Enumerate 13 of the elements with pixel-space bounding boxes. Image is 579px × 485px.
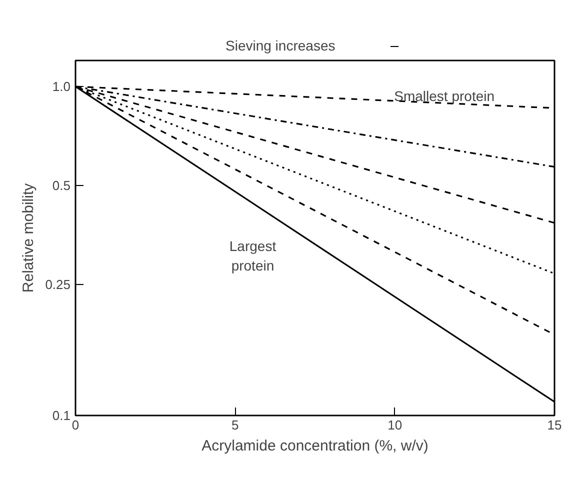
annotation: Smallest protein xyxy=(394,88,495,104)
text: Sieving increases xyxy=(226,38,336,54)
x-tick-label: 0 xyxy=(72,418,80,432)
y-axis-title: Relative mobility xyxy=(20,182,38,293)
y-tick-label: 0.5 xyxy=(52,178,71,194)
x-axis-title: Acrylamide concentration (%, w/v) xyxy=(202,438,428,454)
y-tick-label: 0.1 xyxy=(52,408,71,423)
x-tick-label: 10 xyxy=(388,418,402,432)
annotation: Largest protein xyxy=(229,238,276,274)
y-tick-label: 1.0 xyxy=(52,79,71,94)
x-tick-label: 5 xyxy=(232,418,239,432)
x-tick-label: 15 xyxy=(547,418,562,432)
y-tick-label: 0.25 xyxy=(45,277,71,292)
